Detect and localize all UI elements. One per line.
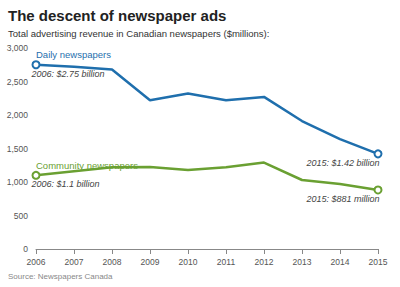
svg-text:Community newspapers: Community newspapers [36, 160, 138, 171]
svg-text:Source: Newspapers Canada: Source: Newspapers Canada [8, 272, 113, 281]
svg-text:2015: 2015 [369, 257, 388, 267]
svg-text:2014: 2014 [331, 257, 350, 267]
svg-text:2,000: 2,000 [7, 110, 29, 120]
svg-text:2008: 2008 [103, 257, 122, 267]
svg-text:2006: $1.1 billion: 2006: $1.1 billion [31, 179, 100, 189]
svg-text:2011: 2011 [217, 257, 236, 267]
svg-text:2010: 2010 [179, 257, 198, 267]
svg-text:2,500: 2,500 [7, 77, 29, 87]
svg-text:2013: 2013 [293, 257, 312, 267]
svg-text:The descent of newspaper ads: The descent of newspaper ads [8, 7, 226, 24]
svg-text:2012: 2012 [255, 257, 274, 267]
svg-text:Total advertising revenue in C: Total advertising revenue in Canadian ne… [8, 28, 269, 39]
svg-text:Daily newspapers: Daily newspapers [36, 49, 111, 60]
svg-text:2006: $2.75 billion: 2006: $2.75 billion [31, 69, 105, 79]
svg-text:2009: 2009 [141, 257, 160, 267]
svg-text:2007: 2007 [65, 257, 84, 267]
svg-text:2015: $1.42 billion: 2015: $1.42 billion [305, 158, 379, 168]
svg-text:1,000: 1,000 [7, 177, 29, 187]
svg-text:2015: $881 million: 2015: $881 million [305, 194, 379, 204]
svg-text:0: 0 [23, 244, 28, 254]
svg-text:500: 500 [14, 211, 28, 221]
svg-text:3,000: 3,000 [7, 43, 29, 53]
svg-text:1,500: 1,500 [7, 144, 29, 154]
svg-text:2006: 2006 [27, 257, 46, 267]
